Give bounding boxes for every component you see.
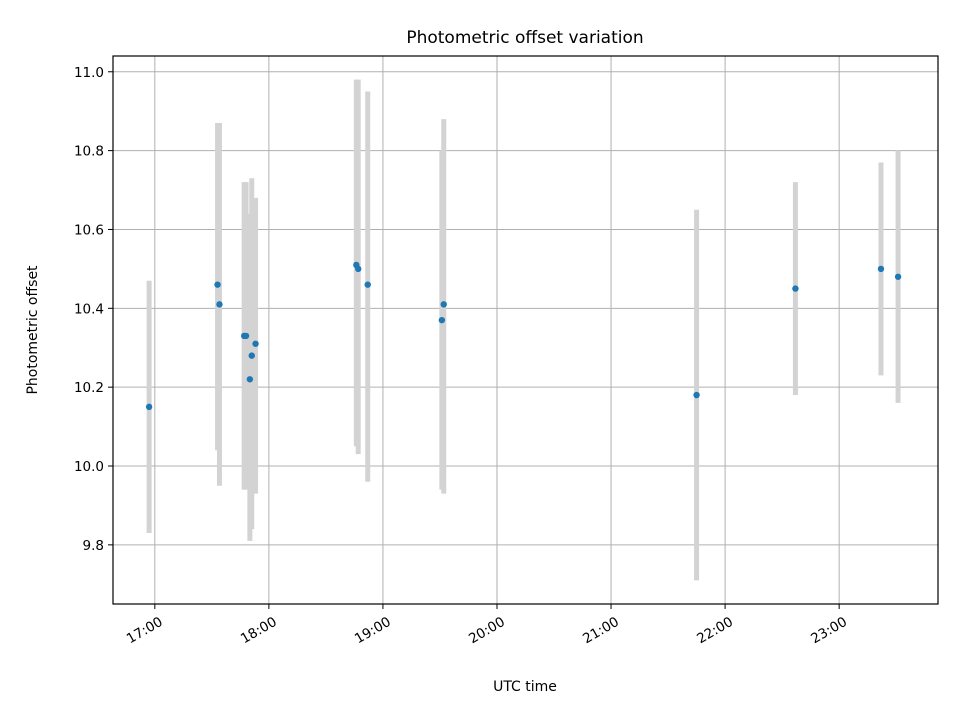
data-point xyxy=(792,285,799,292)
chart-title: Photometric offset variation xyxy=(406,28,643,48)
data-point xyxy=(877,265,885,273)
x-tick-label: 19:00 xyxy=(352,614,394,647)
point-layer xyxy=(145,261,902,411)
y-axis-label: Photometric offset xyxy=(25,265,41,395)
data-point xyxy=(246,376,254,383)
y-tick-label: 10.8 xyxy=(74,144,104,160)
x-tick-label: 23:00 xyxy=(808,614,850,647)
x-tick-label: 18:00 xyxy=(238,614,280,647)
errorbar-layer xyxy=(146,79,901,581)
data-point xyxy=(438,316,446,324)
x-tick-label: 22:00 xyxy=(694,614,736,647)
y-tick-label: 10.6 xyxy=(74,222,104,238)
y-tick-label: 10.2 xyxy=(74,380,104,396)
data-point xyxy=(252,340,259,347)
y-tick-label: 11.0 xyxy=(74,65,104,81)
data-point xyxy=(248,352,255,359)
data-point xyxy=(693,391,700,399)
y-tick-label: 9.8 xyxy=(83,538,104,554)
data-point xyxy=(145,403,153,411)
x-axis-label: UTC time xyxy=(493,679,557,695)
x-tick-label: 21:00 xyxy=(580,614,622,647)
data-point xyxy=(216,301,223,308)
data-point xyxy=(214,281,221,288)
data-point xyxy=(894,273,902,280)
plot-frame xyxy=(112,55,939,605)
data-point xyxy=(440,301,447,308)
x-tick-label: 17:00 xyxy=(124,614,166,647)
y-tick-label: 10.4 xyxy=(74,301,104,317)
data-point xyxy=(364,281,371,288)
grid-layer xyxy=(113,56,938,604)
y-tick-label: 10.0 xyxy=(74,459,104,475)
tick-layer: 17:00 18:00 19:00 20:00 21:00 22:00 23:00 9.8 10… xyxy=(74,65,850,647)
x-tick-label: 20:00 xyxy=(466,614,508,647)
data-point xyxy=(242,332,250,340)
data-point xyxy=(355,265,362,273)
